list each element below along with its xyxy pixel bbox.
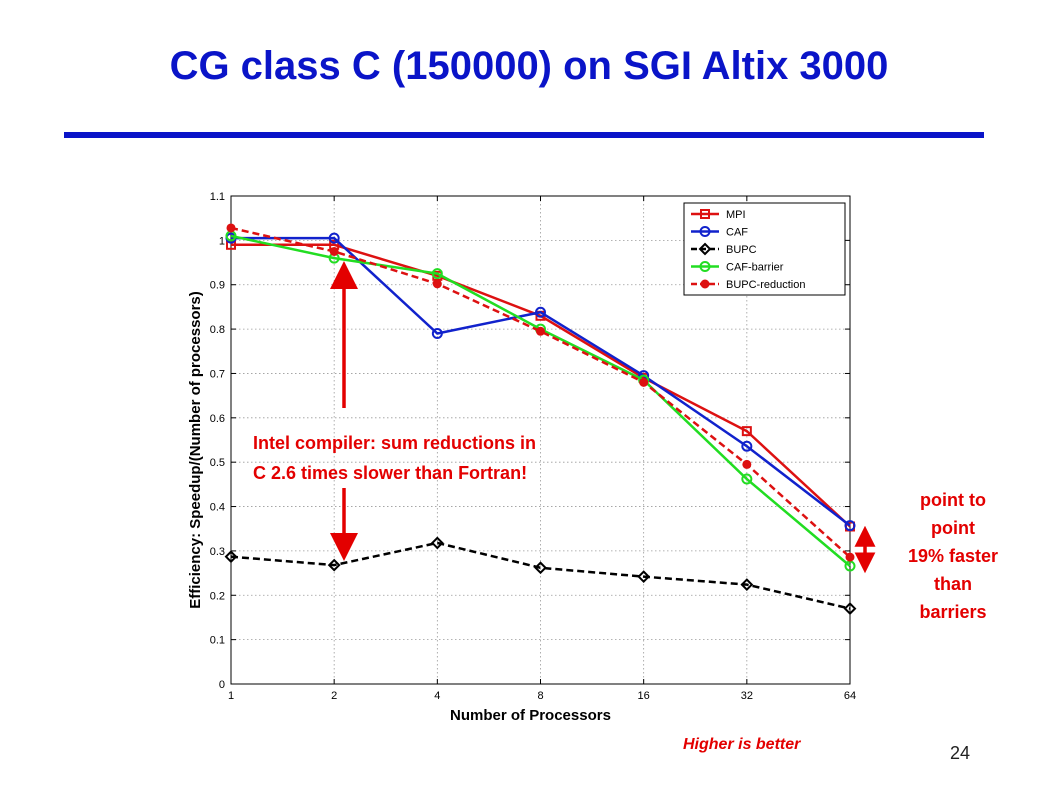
x-axis-label: Number of Processors bbox=[450, 707, 611, 724]
legend-label-caf-barrier: CAF-barrier bbox=[726, 262, 784, 274]
y-tick-label: 0.3 bbox=[210, 546, 225, 558]
legend-label-mpi: MPI bbox=[726, 209, 746, 221]
data-point-caf-barrier bbox=[741, 473, 753, 485]
higher-is-better-note: Higher is better bbox=[683, 736, 801, 753]
data-point-bupc bbox=[637, 570, 651, 584]
data-point-caf bbox=[535, 306, 546, 318]
data-point-bupc bbox=[224, 550, 238, 564]
data-point-bupc bbox=[327, 558, 341, 572]
y-tick-label: 0.8 bbox=[210, 324, 225, 336]
data-point-bupc-reduction bbox=[742, 459, 752, 469]
legend-marker-mpi bbox=[700, 209, 710, 219]
series-bupc bbox=[224, 536, 857, 615]
data-point-bupc-reduction bbox=[226, 223, 236, 233]
y-tick-label: 0 bbox=[219, 679, 225, 691]
intel-compiler-annotation: Intel compiler: sum reductions in C 2.6 … bbox=[253, 428, 673, 488]
y-tick-label: 0.7 bbox=[210, 368, 225, 380]
data-point-bupc-reduction bbox=[329, 246, 339, 256]
p2p-annotation-line-5: barriers bbox=[919, 602, 987, 622]
p2p-annotation-line-3: 19% faster bbox=[907, 546, 999, 566]
series-line-caf bbox=[231, 236, 851, 527]
legend-marker-bupc bbox=[698, 242, 712, 256]
plot-frame bbox=[230, 195, 851, 685]
data-point-bupc-reduction bbox=[432, 279, 442, 289]
y-tick-label: 0.1 bbox=[210, 635, 225, 647]
legend-label-bupc-reduction: BUPC-reduction bbox=[726, 279, 805, 291]
series-line-bupc bbox=[230, 541, 851, 610]
slide-title: CG class C (150000) on SGI Altix 3000 bbox=[169, 44, 889, 88]
x-tick-label: 16 bbox=[638, 690, 650, 702]
title-rule bbox=[64, 132, 984, 138]
y-tick-label: 0.2 bbox=[210, 590, 225, 602]
data-point-bupc-reduction bbox=[639, 377, 649, 387]
x-tick-label: 8 bbox=[537, 690, 543, 702]
data-point-caf-barrier bbox=[431, 268, 443, 280]
x-tick-label: 4 bbox=[434, 690, 440, 702]
point-to-point-annotation: point to point 19% faster than barriers bbox=[880, 486, 1026, 626]
y-tick-label: 0.9 bbox=[210, 280, 225, 292]
y-tick-label: 1 bbox=[219, 235, 225, 247]
legend-marker-caf bbox=[699, 226, 711, 237]
data-point-caf bbox=[431, 328, 443, 340]
page-number: 24 bbox=[950, 743, 971, 763]
data-point-mpi bbox=[741, 426, 752, 437]
legend-marker-caf-barrier bbox=[699, 261, 711, 272]
data-point-bupc-reduction bbox=[536, 326, 545, 336]
x-tick-label: 1 bbox=[228, 690, 234, 702]
x-tick-label: 2 bbox=[331, 690, 337, 702]
data-point-caf bbox=[844, 520, 856, 532]
series-bupc-reduction bbox=[226, 223, 855, 562]
y-axis-label: Efficiency: Speedup/(Number of processor… bbox=[187, 291, 204, 609]
data-point-caf bbox=[328, 232, 340, 244]
x-tick-label: 64 bbox=[844, 690, 856, 702]
p2p-annotation-line-1: point to bbox=[920, 490, 986, 510]
legend-marker-bupc-reduction bbox=[700, 279, 710, 289]
data-point-bupc bbox=[534, 561, 547, 575]
p2p-annotation-line-2: point bbox=[931, 518, 975, 538]
data-point-bupc bbox=[430, 536, 444, 550]
y-tick-label: 1.1 bbox=[210, 191, 225, 203]
data-point-bupc bbox=[843, 602, 857, 615]
y-tick-label: 0.6 bbox=[210, 413, 225, 425]
y-tick-label: 0.5 bbox=[210, 457, 225, 469]
data-point-bupc-reduction bbox=[845, 552, 855, 562]
legend-label-bupc: BUPC bbox=[726, 244, 757, 256]
data-point-bupc bbox=[740, 578, 754, 592]
data-point-caf bbox=[741, 440, 753, 452]
intel-annotation-line-1: Intel compiler: sum reductions in bbox=[253, 433, 537, 453]
y-tick-label: 0.4 bbox=[210, 502, 225, 514]
legend-label-caf: CAF bbox=[726, 227, 748, 239]
intel-annotation-line-2: C 2.6 times slower than Fortran! bbox=[253, 463, 528, 483]
x-tick-label: 32 bbox=[741, 690, 753, 702]
p2p-annotation-line-4: than bbox=[934, 574, 972, 594]
